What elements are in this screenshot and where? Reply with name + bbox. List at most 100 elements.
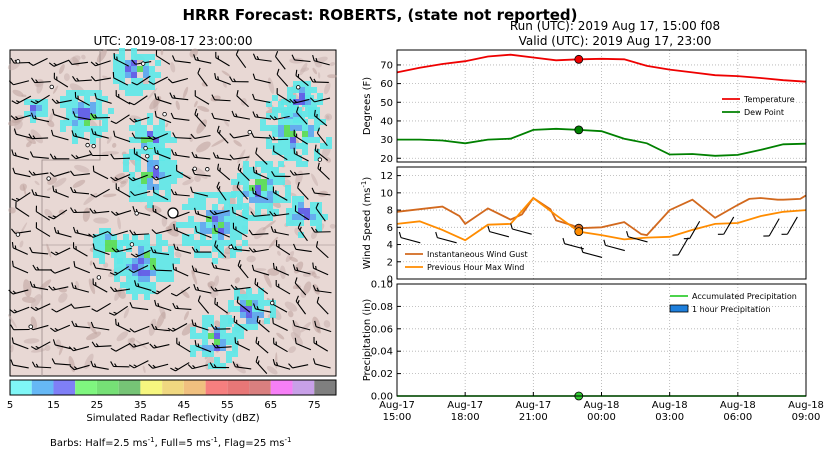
terrain-ridge <box>34 180 40 186</box>
radar-pixel <box>234 324 240 330</box>
terrain-ridge <box>86 331 102 341</box>
radar-pixel <box>153 196 159 202</box>
radar-pixel <box>168 252 174 258</box>
radar-pixel <box>220 315 226 321</box>
radar-pixel <box>314 137 320 143</box>
wind-barb <box>191 168 211 177</box>
radar-pixel <box>293 117 299 123</box>
terrain-ridge <box>123 307 130 319</box>
wind-barb <box>92 262 112 271</box>
radar-pixel <box>72 126 78 132</box>
terrain-ridge <box>237 149 246 164</box>
radar-pixel <box>149 84 155 90</box>
wind-barb <box>28 57 48 66</box>
radar-pixel <box>159 172 165 178</box>
radar-pixel <box>131 78 137 84</box>
terrain-ridge <box>117 216 121 230</box>
timeseries-wind-barb <box>626 231 648 243</box>
wind-barb <box>275 279 291 295</box>
terrain-ridge <box>221 70 231 77</box>
terrain-ridge <box>246 255 256 263</box>
radar-pixel <box>188 204 194 210</box>
radar-pixel <box>188 240 194 246</box>
radar-pixel <box>132 282 138 288</box>
radar-pixel <box>119 48 125 54</box>
radar-pixel <box>326 137 332 143</box>
radar-pixel <box>144 282 150 288</box>
radar-pixel <box>182 222 188 228</box>
wind-barb <box>295 295 307 315</box>
y-tick-label: 4 <box>387 240 393 251</box>
wind-barb <box>148 76 168 85</box>
timeseries-wind-barb <box>398 231 421 244</box>
panel-frame <box>396 49 807 163</box>
wind-barb <box>294 205 310 221</box>
radar-pixel <box>96 132 102 138</box>
radar-pixel <box>96 90 102 96</box>
wind-barb <box>90 360 109 370</box>
radar-pixel <box>281 99 287 105</box>
radar-pixel <box>168 258 174 264</box>
radar-pixel <box>150 246 156 252</box>
radar-pixel <box>237 191 243 197</box>
radar-pixel <box>165 131 171 137</box>
x-tick-label: Aug-17 <box>515 400 551 411</box>
radar-pixel <box>105 234 111 240</box>
radar-pixel <box>200 234 206 240</box>
y-axis-label: Wind Speed (ms-1) <box>360 177 373 270</box>
wind-barb <box>49 153 70 160</box>
wind-barb <box>316 127 328 147</box>
radar-pixel <box>249 197 255 203</box>
radar-pixel <box>243 203 249 209</box>
radar-pixel <box>212 258 218 264</box>
wind-barb <box>11 337 29 350</box>
wind-barb <box>255 147 268 165</box>
wind-barb <box>191 246 212 253</box>
wind-barb <box>234 337 251 351</box>
radar-pixel <box>214 327 220 333</box>
radar-pixel <box>236 216 242 222</box>
radar-pixel <box>202 315 208 321</box>
terrain-ridge <box>266 365 278 375</box>
radar-pixel <box>243 185 249 191</box>
radar-pixel <box>165 196 171 202</box>
x-tick-label: 03:00 <box>655 412 684 423</box>
wind-barb <box>251 264 270 276</box>
radar-pixel <box>298 214 304 220</box>
radar-pixel <box>60 102 66 108</box>
radar-pixel <box>290 143 296 149</box>
radar-pixel <box>36 105 42 111</box>
radar-pixel <box>156 252 162 258</box>
radar-pixel <box>246 300 252 306</box>
radar-pixel <box>278 161 284 167</box>
radar-pixel <box>212 210 218 216</box>
radar-pixel <box>72 132 78 138</box>
radar-pixel <box>84 120 90 126</box>
y-tick-label: 12 <box>380 171 393 182</box>
terrain-ridge <box>323 82 331 95</box>
radar-pixel <box>113 72 119 78</box>
radar-pixel <box>218 240 224 246</box>
radar-pixel <box>159 184 165 190</box>
radar-pixel <box>150 282 156 288</box>
terrain-ridge <box>196 141 211 153</box>
y-tick-label: 6 <box>387 223 393 234</box>
wind-barb <box>293 243 312 253</box>
wind-barb <box>30 303 51 311</box>
wind-barb <box>30 94 50 105</box>
radar-pixel <box>174 258 180 264</box>
radar-pixel <box>144 288 150 294</box>
radar-pixel <box>273 197 279 203</box>
radar-pixel <box>131 48 137 54</box>
radar-pixel <box>246 318 252 324</box>
terrain-ridge <box>88 278 96 295</box>
radar-pixel <box>212 246 218 252</box>
radar-pixel <box>171 160 177 166</box>
colorbar-frame <box>9 379 337 396</box>
radar-pixel <box>129 184 135 190</box>
terrain-ridge <box>323 320 331 328</box>
radar-pixel <box>105 228 111 234</box>
radar-pixel <box>196 345 202 351</box>
wind-barb <box>191 151 211 160</box>
radar-pixel <box>290 137 296 143</box>
